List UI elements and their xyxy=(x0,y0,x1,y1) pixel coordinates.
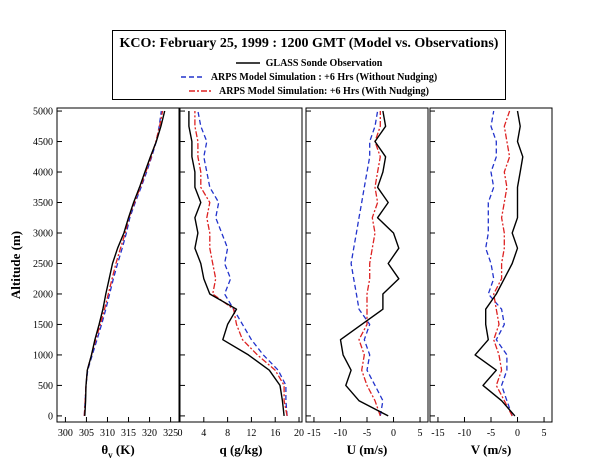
x-tick-label: 315 xyxy=(121,428,136,439)
legend-label-sonde: GLASS Sonde Observation xyxy=(265,57,383,69)
series-line-sonde xyxy=(188,111,285,416)
series-line-sonde xyxy=(84,110,166,416)
y-tick-label: 4500 xyxy=(33,137,53,148)
x-tick-label: 16 xyxy=(270,428,280,439)
plot-panels: 300 305 310 315 320 3250500100015002000250030… xyxy=(33,107,553,458)
x-axis-label: q (g/kg) xyxy=(220,442,263,457)
x-tick-label: 4 xyxy=(201,428,206,439)
panel-frame xyxy=(179,107,303,423)
legend-item-with-nudging: ARPS Model Simulation: +6 Hrs (With Nudg… xyxy=(113,84,505,98)
y-tick-label: 5000 xyxy=(33,107,53,118)
x-tick-label: 20 xyxy=(294,428,304,439)
y-tick-label: 500 xyxy=(38,381,53,392)
x-tick-label: 300 xyxy=(58,428,73,439)
x-tick-label: 0 xyxy=(515,428,520,439)
y-tick-label: 1000 xyxy=(33,350,53,361)
y-tick-label: 4000 xyxy=(33,168,53,179)
y-tick-label: 1500 xyxy=(33,320,53,331)
legend-item-without-nudging: ARPS Model Simulation : +6 Hrs (Without … xyxy=(113,70,505,84)
panel-2: 0 4 8 12 16 20 q (g/kg) xyxy=(178,107,304,457)
y-tick-label: 3500 xyxy=(33,198,53,209)
y-axis-label: Altitude (m) xyxy=(8,231,23,299)
series-line-sonde xyxy=(474,110,524,417)
x-axis-label: θv (K) xyxy=(101,442,134,458)
legend-box: KCO: February 25, 1999 : 1200 GMT (Model… xyxy=(112,30,506,100)
series-line-with-nudging xyxy=(358,111,381,417)
x-axis-label: U (m/s) xyxy=(347,442,388,457)
x-tick-label: 320 xyxy=(142,428,157,439)
panel-frame xyxy=(429,107,553,423)
x-tick-label: -10 xyxy=(458,428,471,439)
legend-item-sonde: GLASS Sonde Observation xyxy=(113,56,505,70)
x-tick-label: -15 xyxy=(431,428,444,439)
x-tick-label: 5 xyxy=(542,428,547,439)
x-tick-label: 310 xyxy=(100,428,115,439)
x-tick-label: 0 xyxy=(391,428,396,439)
x-tick-label: 8 xyxy=(225,428,230,439)
x-tick-label: -15 xyxy=(307,428,320,439)
legend-label-without-nudging: ARPS Model Simulation : +6 Hrs (Without … xyxy=(210,71,438,83)
series-line-without-nudging xyxy=(197,110,288,416)
x-tick-label: 5 xyxy=(418,428,423,439)
x-tick-label: -5 xyxy=(487,428,495,439)
x-axis-label: V (m/s) xyxy=(471,442,512,457)
x-tick-label: -5 xyxy=(363,428,371,439)
legend-swatch-with-nudging xyxy=(189,90,213,92)
y-tick-label: 2000 xyxy=(33,289,53,300)
panel-frame xyxy=(305,107,429,423)
series-line-without-nudging xyxy=(350,110,384,417)
x-tick-label: -10 xyxy=(334,428,347,439)
figure-title: KCO: February 25, 1999 : 1200 GMT (Model… xyxy=(119,36,499,51)
x-tick-label: 325 xyxy=(163,428,178,439)
panel-4: -15 -10 -5 0 5 V (m/s) xyxy=(429,107,553,457)
legend-swatch-without-nudging xyxy=(180,76,205,78)
y-tick-label: 0 xyxy=(48,411,53,422)
series-line-with-nudging xyxy=(493,110,513,417)
y-tick-label: 2500 xyxy=(33,259,53,270)
y-tick-label: 3000 xyxy=(33,228,53,239)
legend-label-with-nudging: ARPS Model Simulation: +6 Hrs (With Nudg… xyxy=(219,85,429,97)
panel-frame xyxy=(56,107,180,423)
panel-3: -15 -10 -5 0 5 U (m/s) xyxy=(305,107,429,457)
panel-1: 300 305 310 315 320 3250500100015002000250030… xyxy=(33,107,180,458)
series-line-with-nudging xyxy=(194,111,288,417)
x-tick-label: 12 xyxy=(246,428,256,439)
x-tick-label: 305 xyxy=(79,428,94,439)
series-line-sonde xyxy=(339,110,400,417)
legend-swatch-sonde xyxy=(235,62,260,64)
series-line-without-nudging xyxy=(485,110,513,417)
x-tick-label: 0 xyxy=(178,428,183,439)
